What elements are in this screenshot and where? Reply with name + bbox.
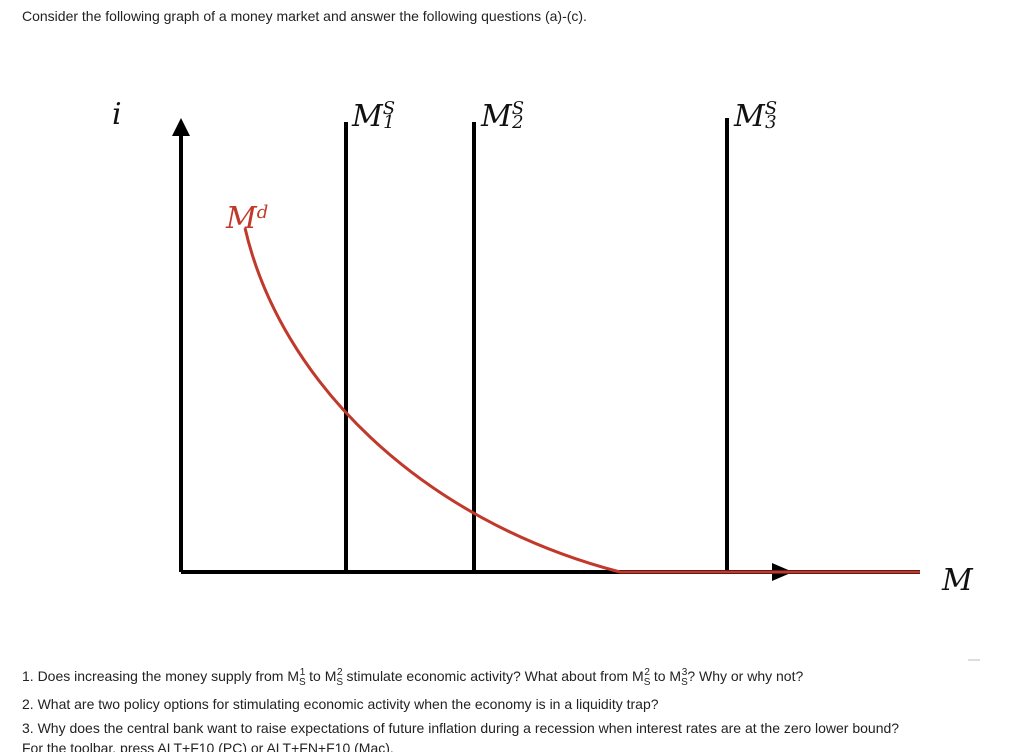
supply-label-base: M [351, 99, 384, 134]
question-text: stimulate economic activity? What about … [342, 668, 644, 684]
question-text: 3. Why does the central bank want to rai… [22, 720, 900, 736]
question-text: S [643, 676, 651, 688]
supply-label-sup: S [512, 98, 524, 119]
supply-label: MS 3 [733, 98, 777, 134]
supply-label: MS 1 [351, 98, 395, 134]
demand-label: Md [225, 201, 268, 236]
demand-label-base: M [225, 201, 258, 236]
question-text: 2 [337, 667, 343, 679]
question: 1. Does increasing the money supply from… [22, 667, 804, 687]
question-text: 3 [681, 667, 688, 679]
question-text: S [336, 676, 344, 688]
y-axis-label: i [112, 97, 122, 132]
question-text: S [299, 676, 306, 688]
demand-label-sup: d [257, 202, 269, 223]
x-axis-label: M [941, 563, 974, 598]
supply-label: MS 2 [480, 98, 524, 134]
question-text: 2 [644, 667, 650, 679]
intro-text: Consider the following graph of a money … [22, 8, 587, 24]
supply-labels: MS 1 MS 2 MS 3 [351, 98, 777, 134]
question: 2. What are two policy options for stimu… [22, 696, 659, 712]
supply-label-sub: 3 [765, 112, 776, 133]
question-text: 1 [299, 667, 306, 679]
supply-label-base: M [733, 99, 766, 134]
demand-curve [243, 227, 920, 574]
supply-label-sub: 2 [511, 112, 523, 133]
question-text: to M [649, 668, 682, 684]
question-text: S [681, 676, 688, 688]
question: 3. Why does the central bank want to rai… [22, 720, 899, 736]
footer-text: For the toolbar, press ALT+F10 (PC) or A… [22, 740, 394, 752]
supply-label-base: M [480, 99, 513, 134]
question-text: to M [305, 668, 337, 684]
question-text: 2. What are two policy options for stimu… [22, 696, 659, 712]
question-text: 1. Does increasing the money supply from… [22, 668, 300, 684]
y-axis-arrow [172, 118, 190, 136]
supply-label-sub: 1 [383, 112, 394, 133]
supply-label-sup: S [383, 98, 395, 119]
question-text: ? Why or why not? [687, 668, 804, 684]
supply-label-sup: S [765, 98, 777, 119]
